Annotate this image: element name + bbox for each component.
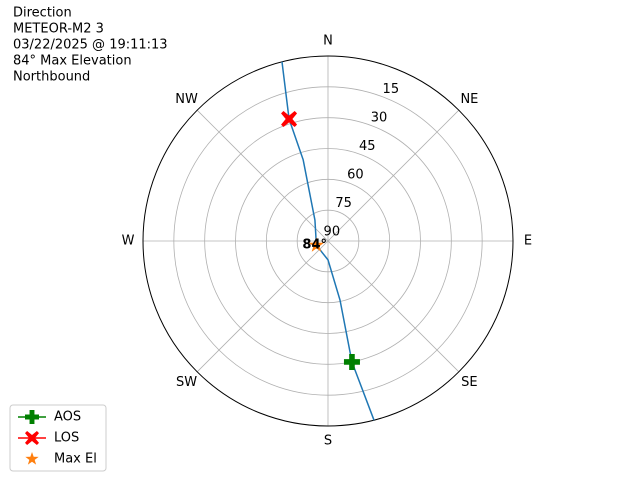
- y-tick-label: 90: [324, 224, 341, 239]
- marker-plus: [343, 353, 360, 370]
- legend-marker: [25, 431, 39, 445]
- legend: AOS LOS Max El: [9, 404, 107, 472]
- legend-label: LOS: [54, 431, 79, 446]
- title-line: METEOR-M2 3: [13, 22, 104, 37]
- x-tick-label: SE: [461, 375, 477, 390]
- y-tick-label: 45: [359, 139, 376, 154]
- radial-grid-ring: [235, 148, 421, 334]
- x-tick-label: NW: [175, 92, 198, 107]
- title-line: 84° Max Elevation: [13, 54, 132, 69]
- marker-x: [281, 111, 298, 128]
- radial-grid-ring: [173, 86, 483, 396]
- x-tick-label: E: [524, 234, 532, 249]
- x-tick-label: W: [122, 234, 135, 249]
- legend-label: AOS: [54, 410, 81, 425]
- y-tick-label: 60: [347, 167, 364, 182]
- x-tick-label: S: [324, 434, 332, 449]
- polar-frame: [142, 55, 514, 427]
- radial-grid-ring: [204, 117, 452, 365]
- legend-label: Max El: [54, 452, 97, 467]
- x-tick-label: N: [323, 34, 333, 49]
- title-line: Direction: [13, 6, 72, 21]
- radial-grid-ring: [296, 209, 360, 273]
- y-tick-label: 75: [335, 196, 352, 211]
- radial-grid-ring: [265, 178, 391, 304]
- y-tick-label: 15: [383, 82, 400, 97]
- title-line: Northbound: [13, 70, 90, 85]
- legend-marker: [25, 410, 39, 424]
- x-tick-label: SW: [176, 375, 197, 390]
- y-tick-label: 30: [371, 110, 388, 125]
- marker-star: [308, 237, 325, 252]
- legend-marker: [25, 452, 39, 465]
- title-line: 03/22/2025 @ 19:11:13: [13, 38, 168, 53]
- value-label: 84°: [302, 238, 327, 253]
- x-tick-label: NE: [460, 92, 478, 107]
